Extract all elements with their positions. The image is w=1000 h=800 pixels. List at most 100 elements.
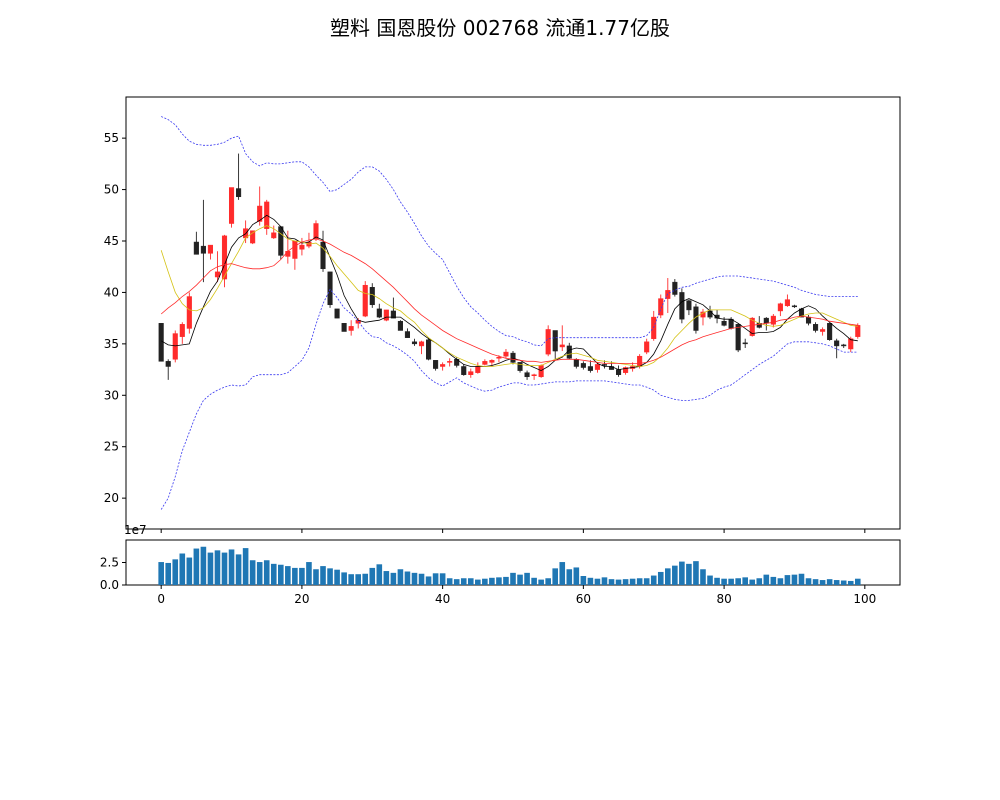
candle-body — [538, 365, 544, 378]
volume-bar — [165, 562, 172, 585]
y-tick-label: 25 — [104, 440, 119, 454]
candle-body — [299, 244, 305, 250]
volume-plot-area: 0.0 2.5 0 20 40 60 80 100 1e7 — [100, 523, 901, 606]
volume-bar — [805, 578, 812, 585]
volume-bar — [854, 578, 861, 585]
volume-bar — [172, 559, 179, 585]
candle-body — [475, 366, 481, 373]
candle-body — [827, 323, 833, 340]
volume-bar — [622, 579, 629, 585]
volume-bar — [404, 571, 411, 585]
candle-body — [601, 364, 608, 366]
candle-body — [369, 287, 375, 306]
volume-bar — [453, 579, 460, 585]
candle-body — [468, 371, 474, 375]
candle-body — [292, 240, 298, 259]
candle-body — [855, 325, 861, 337]
candle-body — [236, 188, 242, 198]
volume-bar — [700, 569, 706, 585]
volume-bar — [242, 548, 249, 585]
candle-body — [257, 205, 263, 222]
volume-bar — [179, 553, 186, 585]
volume-bar — [285, 566, 291, 585]
candle-body — [214, 271, 221, 278]
volume-bar — [460, 578, 467, 585]
volume-bar — [819, 580, 826, 585]
volume-bar — [503, 576, 509, 585]
candle-body — [742, 342, 748, 345]
candle-body — [749, 317, 755, 336]
candle-body — [805, 316, 812, 324]
y-tick-label: 2.5 — [100, 556, 119, 570]
volume-bar — [376, 564, 383, 585]
bollinger-band-line — [160, 288, 858, 510]
volume-bar — [369, 567, 376, 585]
volume-bar — [475, 579, 481, 585]
candle-body — [510, 352, 516, 363]
volume-bar — [798, 573, 805, 585]
y-tick-label: 20 — [104, 491, 119, 505]
candle-body — [411, 341, 418, 345]
volume-bar — [686, 563, 692, 585]
volume-bar — [672, 565, 678, 585]
chart-title: 塑料 国恩股份 002768 流通1.77亿股 — [330, 16, 670, 40]
volume-bar — [186, 557, 193, 585]
volume-bar — [693, 561, 699, 585]
volume-bar — [587, 577, 594, 585]
volume-bar — [594, 578, 601, 585]
x-tick-label: 40 — [435, 592, 450, 606]
price-plot-area: 20 25 30 35 40 45 50 55 — [104, 96, 901, 533]
volume-bar — [665, 568, 671, 585]
x-tick-label: 0 — [157, 592, 165, 606]
volume-bar — [601, 577, 608, 585]
volume-bar — [573, 567, 580, 585]
volume-bar — [418, 573, 425, 585]
x-tick-label: 20 — [294, 592, 309, 606]
volume-bar — [334, 569, 340, 585]
volume-bar — [256, 562, 263, 585]
volume-bar — [629, 578, 636, 585]
volume-bar — [306, 562, 312, 585]
candle-body — [580, 363, 586, 368]
candle-body — [623, 367, 629, 373]
candle-body — [848, 338, 854, 350]
volume-bar — [348, 574, 354, 585]
volume-bar — [545, 578, 551, 585]
candle-body — [186, 296, 192, 329]
candle-body — [517, 362, 523, 371]
candle-body — [278, 226, 284, 256]
volume-bar — [320, 566, 326, 585]
volume-bar — [791, 574, 798, 585]
volume-bar — [439, 573, 446, 585]
volume-bar — [749, 579, 756, 585]
y-tick-label: 40 — [104, 285, 119, 299]
candle-body — [461, 366, 467, 375]
candle-body — [327, 271, 333, 306]
volume-bar — [467, 578, 474, 585]
bollinger-band-line — [161, 116, 858, 347]
volume-bar — [327, 568, 333, 585]
candle-body — [545, 329, 551, 355]
volume-bar — [355, 574, 361, 585]
candle-body — [376, 308, 382, 318]
volume-bar — [193, 548, 200, 585]
volume-bar — [650, 575, 657, 585]
x-tick-label: 80 — [716, 592, 731, 606]
candle-body — [271, 232, 277, 239]
candle-body — [841, 344, 847, 347]
candle-body — [763, 317, 769, 324]
volume-bar — [221, 552, 228, 585]
candle-body — [665, 290, 671, 299]
candle-body — [285, 251, 291, 257]
volume-bar — [228, 549, 235, 585]
volume-bar — [826, 579, 833, 585]
volume-bar — [608, 579, 615, 585]
volume-bar — [580, 576, 587, 585]
volume-bar — [397, 569, 404, 585]
volume-bar — [299, 567, 305, 585]
candle-body — [179, 324, 185, 337]
volume-bar — [833, 580, 840, 585]
candle-body — [658, 298, 664, 316]
volume-bar — [636, 578, 643, 585]
volume-bar — [721, 578, 727, 585]
